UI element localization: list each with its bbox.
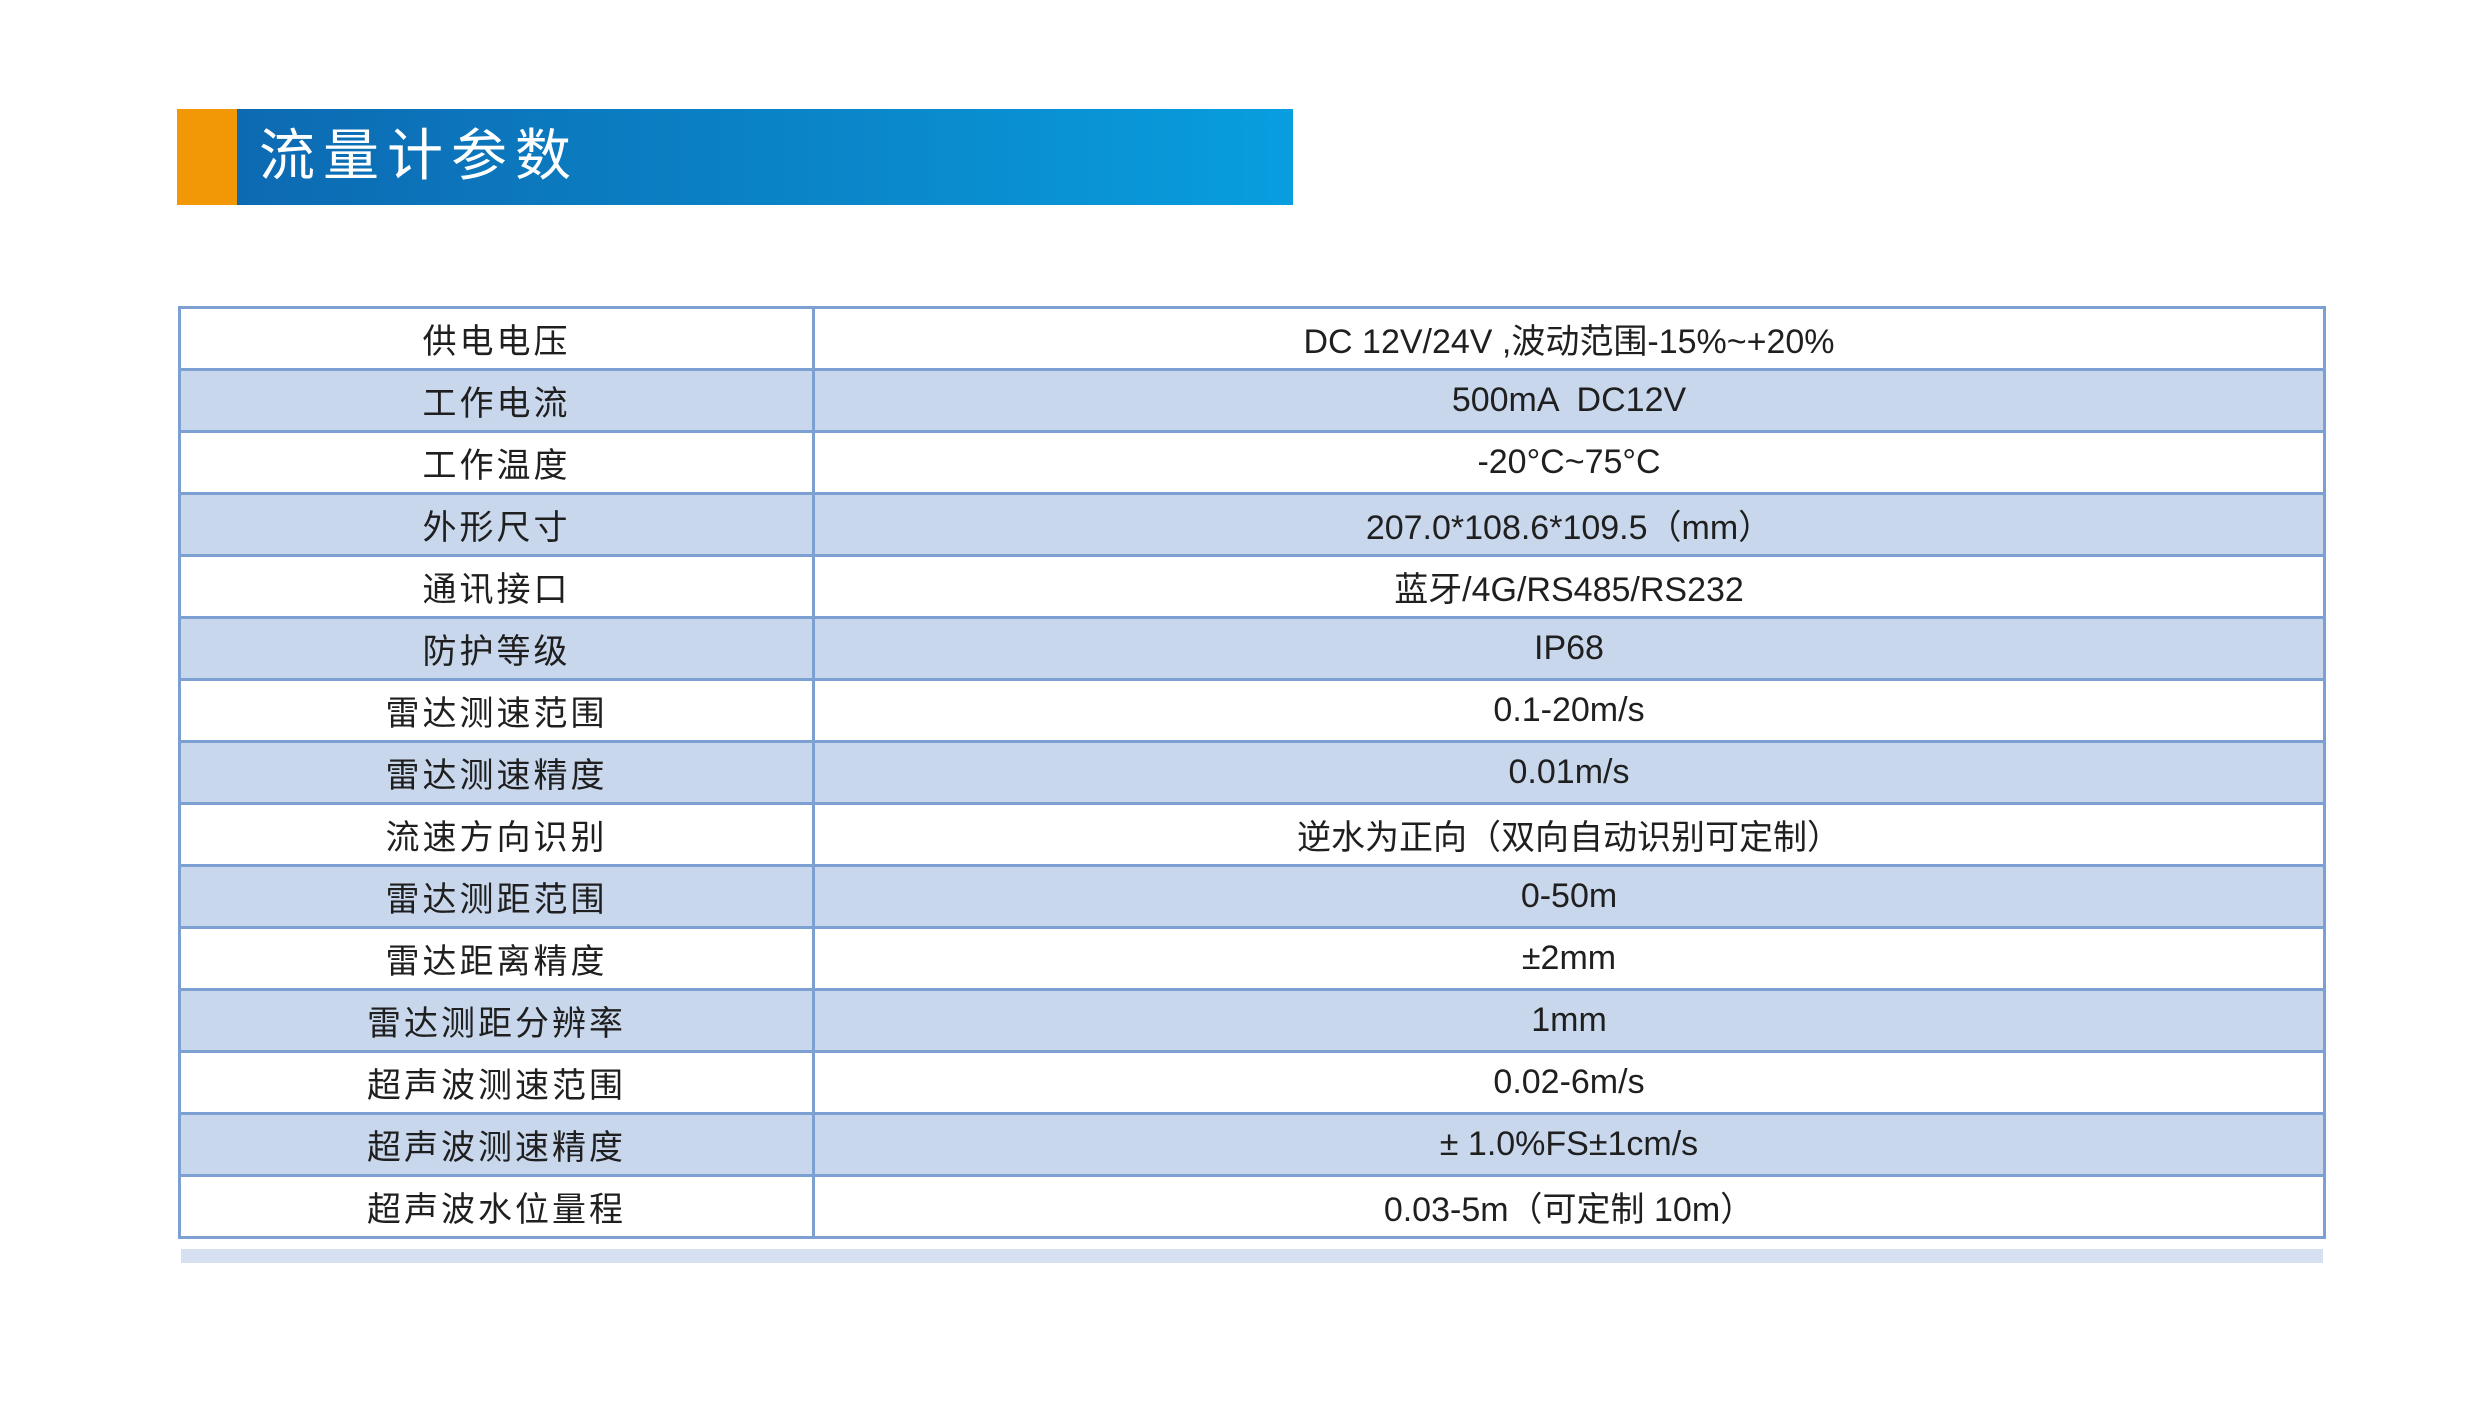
truncated-next-row [181, 1249, 2323, 1263]
value-cell: 207.0*108.6*109.5（mm） [812, 492, 2326, 557]
table-row: 超声波水位量程 0.03-5m（可定制 10m） [178, 1174, 2326, 1239]
param-cell: 工作电流 [178, 368, 815, 433]
table-row: 通讯接口 蓝牙/4G/RS485/RS232 [178, 554, 2326, 619]
orange-accent-block [177, 109, 237, 205]
table-row: 防护等级 IP68 [178, 616, 2326, 681]
table-row: 供电电压 DC 12V/24V ,波动范围-15%~+20% [178, 306, 2326, 371]
value-cell: 500mA DC12V [812, 368, 2326, 433]
value-cell: -20°C~75°C [812, 430, 2326, 495]
table-row: 超声波测速范围 0.02-6m/s [178, 1050, 2326, 1115]
table-row: 外形尺寸 207.0*108.6*109.5（mm） [178, 492, 2326, 557]
param-cell: 超声波测速范围 [178, 1050, 815, 1115]
parameter-table: 供电电压 DC 12V/24V ,波动范围-15%~+20% 工作电流 500mA D… [178, 306, 2326, 1239]
param-cell: 雷达测速精度 [178, 740, 815, 805]
param-cell: 通讯接口 [178, 554, 815, 619]
value-cell: 逆水为正向（双向自动识别可定制） [812, 802, 2326, 867]
value-cell: 0-50m [812, 864, 2326, 929]
table-row: 工作电流 500mA DC12V [178, 368, 2326, 433]
banner-gradient-band: 流量计参数 [237, 109, 1293, 205]
table-row: 雷达测速范围 0.1-20m/s [178, 678, 2326, 743]
table-row: 雷达测速精度 0.01m/s [178, 740, 2326, 805]
table-row: 雷达测距范围 0-50m [178, 864, 2326, 929]
value-cell: 0.03-5m（可定制 10m） [812, 1174, 2326, 1239]
param-cell: 超声波水位量程 [178, 1174, 815, 1239]
value-cell: 1mm [812, 988, 2326, 1053]
spec-table-body: 供电电压 DC 12V/24V ,波动范围-15%~+20% 工作电流 500mA D… [178, 306, 2326, 1239]
value-cell: ±2mm [812, 926, 2326, 991]
param-cell: 外形尺寸 [178, 492, 815, 557]
param-cell: 超声波测速精度 [178, 1112, 815, 1177]
param-cell: 工作温度 [178, 430, 815, 495]
table-row: 雷达测距分辨率 1mm [178, 988, 2326, 1053]
table-row: 流速方向识别 逆水为正向（双向自动识别可定制） [178, 802, 2326, 867]
table-row: 超声波测速精度 ± 1.0%FS±1cm/s [178, 1112, 2326, 1177]
param-cell: 雷达测距分辨率 [178, 988, 815, 1053]
table-row: 雷达距离精度 ±2mm [178, 926, 2326, 991]
section-title: 流量计参数 [259, 126, 579, 188]
table-row: 工作温度 -20°C~75°C [178, 430, 2326, 495]
value-cell: 蓝牙/4G/RS485/RS232 [812, 554, 2326, 619]
value-cell: ± 1.0%FS±1cm/s [812, 1112, 2326, 1177]
param-cell: 防护等级 [178, 616, 815, 681]
param-cell: 雷达测距范围 [178, 864, 815, 929]
param-cell: 雷达测速范围 [178, 678, 815, 743]
param-cell: 供电电压 [178, 306, 815, 371]
value-cell: 0.02-6m/s [812, 1050, 2326, 1115]
param-cell: 流速方向识别 [178, 802, 815, 867]
value-cell: 0.1-20m/s [812, 678, 2326, 743]
value-cell: 0.01m/s [812, 740, 2326, 805]
value-cell: DC 12V/24V ,波动范围-15%~+20% [812, 306, 2326, 371]
value-cell: IP68 [812, 616, 2326, 681]
param-cell: 雷达距离精度 [178, 926, 815, 991]
section-banner: 流量计参数 [177, 109, 1293, 205]
